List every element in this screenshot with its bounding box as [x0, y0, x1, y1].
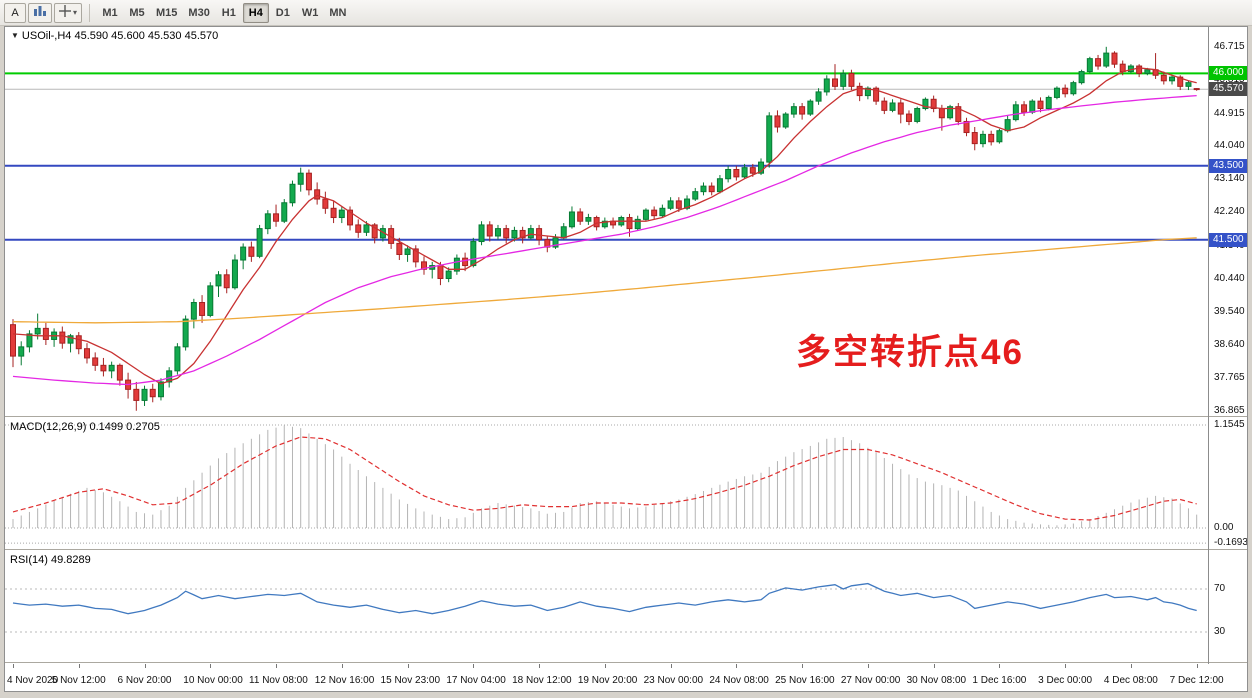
price-badge-46.000: 46.000	[1209, 66, 1247, 81]
panel-splitter[interactable]	[5, 549, 1247, 551]
time-axis-label: 12 Nov 16:00	[314, 675, 375, 686]
time-axis-label: 30 Nov 08:00	[906, 675, 967, 686]
price-axis-tick: 39.540	[1214, 306, 1245, 318]
time-axis-tick	[736, 664, 738, 668]
time-axis-label: 25 Nov 16:00	[775, 675, 835, 686]
toolbar: A ▾ M1 M5 M15 M30 H1 H4 D1 W1 MN	[0, 0, 1252, 26]
bar-chart-icon	[33, 5, 47, 20]
price-axis-tick: 40.440	[1214, 272, 1245, 284]
timeframe-button-m15[interactable]: M15	[156, 6, 178, 19]
time-axis-tick	[341, 664, 343, 668]
rsi-panel[interactable]	[5, 551, 1208, 662]
dropdown-caret-icon: ▾	[73, 8, 78, 17]
chart-annotation-text: 多空转折点46	[796, 333, 1024, 372]
crosshair-tool-button[interactable]: ▾	[54, 2, 83, 23]
price-axis-tick: 44.040	[1214, 139, 1245, 151]
toolbar-separator	[89, 3, 91, 22]
macd-axis-tick: -0.1693	[1214, 537, 1248, 549]
time-axis-tick	[867, 664, 869, 668]
time-axis-label: 6 Nov 20:00	[117, 675, 172, 686]
price-badge-43.500: 43.500	[1209, 158, 1247, 173]
time-axis-label: 23 Nov 00:00	[643, 675, 704, 686]
cursor-tool-label: A	[11, 6, 19, 19]
time-axis-label: 4 Dec 08:00	[1103, 675, 1158, 686]
symbol-ohlc-text: USOil-,H4 45.590 45.600 45.530 45.570	[21, 30, 219, 42]
chart-type-button[interactable]	[28, 2, 52, 23]
panel-splitter[interactable]	[5, 662, 1247, 664]
time-axis-label: 17 Nov 04:00	[446, 675, 506, 686]
time-axis-tick	[78, 664, 80, 668]
time-axis-tick	[670, 664, 672, 668]
rsi-canvas[interactable]	[5, 551, 1208, 662]
time-axis-tick	[473, 664, 475, 668]
timeframe-button-w1[interactable]: W1	[301, 6, 319, 19]
time-axis-label: 3 Dec 00:00	[1038, 675, 1093, 686]
macd-canvas[interactable]	[5, 418, 1208, 549]
rsi-axis-tick: 30	[1214, 626, 1226, 637]
rsi-indicator-label: RSI(14) 49.8289	[10, 554, 91, 566]
price-axis-tick: 37.765	[1214, 371, 1245, 383]
time-axis-label: 27 Nov 00:00	[840, 675, 901, 686]
time-axis-tick	[1130, 664, 1132, 668]
time-axis-label: 5 Nov 12:00	[51, 675, 106, 686]
price-badge-45.570: 45.570	[1209, 82, 1247, 97]
chart-window: ▼ USOil-,H4 45.590 45.600 45.530 45.570 M…	[4, 26, 1248, 692]
time-axis-tick	[144, 664, 146, 668]
timeframe-button-h1[interactable]: H1	[221, 6, 236, 19]
time-axis-tick	[1196, 664, 1198, 668]
time-axis-label: 10 Nov 00:00	[183, 675, 243, 686]
price-axis-tick: 38.640	[1214, 339, 1245, 351]
macd-indicator-label: MACD(12,26,9) 0.1499 0.2705	[10, 421, 160, 433]
symbol-marker-icon: ▼	[11, 31, 19, 40]
time-axis-label: 18 Nov 12:00	[512, 675, 572, 686]
macd-axis-tick: 1.1545	[1214, 419, 1245, 431]
timeframe-button-m5[interactable]: M5	[129, 6, 145, 19]
rsi-axis-tick: 70	[1214, 583, 1226, 594]
timeframe-button-h4[interactable]: H4	[242, 2, 269, 23]
time-axis-label: 15 Nov 23:00	[380, 675, 441, 686]
time-axis-tick	[802, 664, 804, 668]
price-chart-panel[interactable]	[5, 27, 1208, 416]
cursor-tool-button[interactable]: A	[4, 2, 26, 23]
time-axis-tick	[604, 664, 606, 668]
timeframe-button-mn[interactable]: MN	[329, 6, 347, 19]
price-axis-tick: 36.865	[1214, 404, 1245, 416]
price-axis-tick: 46.715	[1214, 41, 1245, 52]
time-axis-label: 7 Dec 12:00	[1169, 675, 1224, 686]
time-axis-tick	[210, 664, 212, 668]
time-axis-tick	[1065, 664, 1067, 668]
time-axis-label: 11 Nov 08:00	[249, 675, 308, 686]
crosshair-icon	[59, 5, 71, 20]
time-axis-tick	[999, 664, 1001, 668]
time-axis[interactable]: 4 Nov 2020 5 Nov 12:00 6 Nov 20:00 10 Nov 0…	[5, 664, 1247, 691]
macd-axis-tick: 0.00	[1214, 522, 1234, 533]
time-axis-tick	[407, 664, 409, 668]
time-axis-label: 24 Nov 08:00	[709, 675, 769, 686]
time-axis-tick	[276, 664, 278, 668]
time-axis-tick	[13, 664, 14, 668]
macd-panel[interactable]	[5, 418, 1208, 549]
timeframe-button-m30[interactable]: M30	[188, 6, 210, 19]
price-axis-tick: 43.140	[1214, 173, 1245, 185]
time-axis-tick	[539, 664, 541, 668]
time-axis-label: 1 Dec 16:00	[972, 675, 1027, 686]
timeframe-button-group: M1 M5 M15 M30 H1 H4 D1 W1 MN	[97, 2, 351, 23]
price-badge-41.500: 41.500	[1209, 232, 1247, 247]
panel-splitter[interactable]	[5, 416, 1247, 418]
time-axis-label: 4 Nov 2020	[7, 675, 59, 686]
price-axis-tick: 44.915	[1214, 107, 1245, 119]
time-axis-label: 19 Nov 20:00	[577, 675, 638, 686]
timeframe-button-m1[interactable]: M1	[102, 6, 118, 19]
time-axis-tick	[933, 664, 935, 668]
price-axis-tick: 42.240	[1214, 206, 1245, 218]
symbol-ohlc-label: ▼ USOil-,H4 45.590 45.600 45.530 45.570	[11, 30, 218, 42]
price-chart-canvas[interactable]	[5, 27, 1208, 416]
timeframe-button-d1[interactable]: D1	[275, 6, 290, 19]
price-axis-separator	[1208, 27, 1209, 664]
